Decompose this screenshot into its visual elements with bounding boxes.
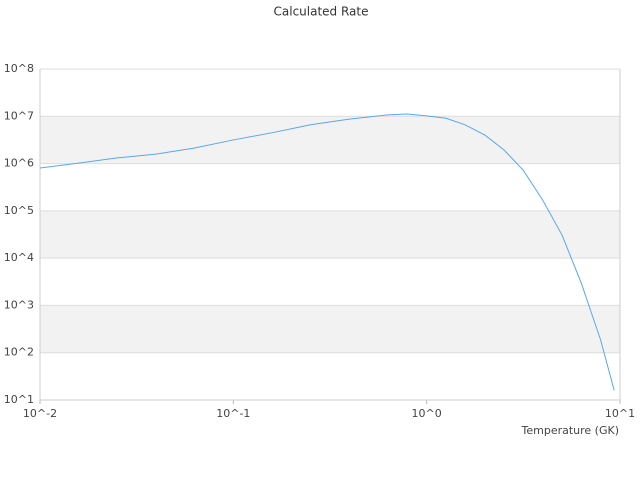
- y-tick-label: 10^2: [4, 346, 34, 359]
- y-tick-label: 10^6: [4, 157, 34, 170]
- grid-band: [40, 305, 620, 353]
- grid-band: [40, 210, 620, 259]
- chart-title: Calculated Rate: [274, 5, 369, 19]
- y-tick-label: 10^5: [4, 204, 34, 217]
- y-tick-label: 10^8: [4, 62, 34, 75]
- x-tick-label: 10^0: [412, 407, 442, 420]
- y-tick-label: 10^3: [4, 298, 34, 311]
- x-tick-label: 10^1: [605, 407, 635, 420]
- x-axis-label: Temperature (GK): [521, 424, 620, 437]
- y-tick-label: 10^4: [4, 251, 34, 264]
- x-tick-label: 10^-1: [216, 407, 250, 420]
- x-tick-label: 10^-2: [23, 407, 57, 420]
- y-tick-label: 10^7: [4, 109, 34, 122]
- y-tick-label: 10^1: [4, 393, 34, 406]
- line-series: [39, 113, 615, 391]
